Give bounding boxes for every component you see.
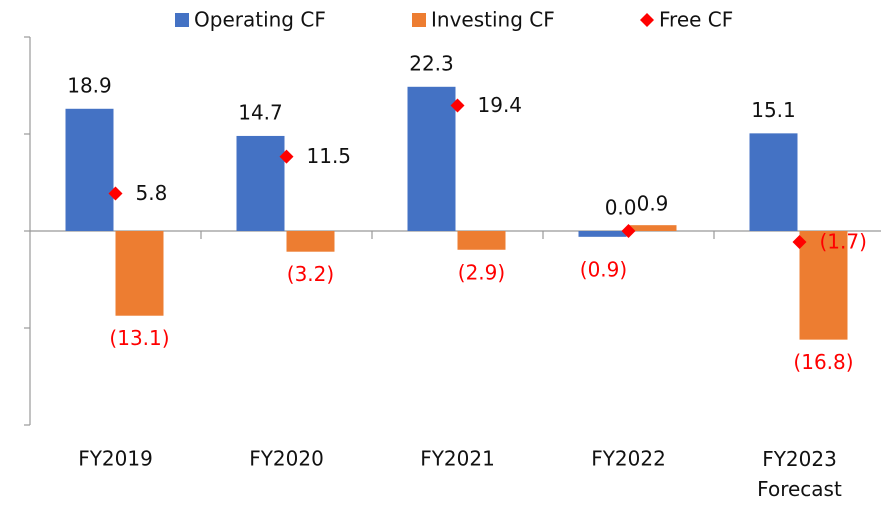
bar [115,231,164,316]
data-label: (1.7) [820,229,867,253]
data-label: 22.3 [409,51,454,75]
bar [749,133,798,231]
data-label: 5.8 [136,181,168,205]
bar [65,108,114,231]
bar [236,135,285,231]
marker [279,149,294,164]
bar [628,225,677,231]
legend-marker [640,13,654,27]
bar [286,231,335,252]
legend-swatch [175,13,189,27]
bar [457,231,506,250]
bar [578,231,627,237]
marker [621,224,636,238]
data-label: 19.4 [478,93,523,117]
data-label: (3.2) [287,262,334,286]
x-tick-label: FY2019 [78,447,153,471]
legend-label: Investing CF [431,8,555,32]
data-label: 0.0 [605,196,637,220]
x-tick-label: FY2021 [420,447,495,471]
data-label: (2.9) [458,260,505,284]
marker [450,98,465,113]
x-tick-label: FY2022 [591,447,666,471]
data-label: 11.5 [307,144,352,168]
marker [108,186,123,201]
legend-label: Operating CF [194,8,326,32]
data-label: (16.8) [793,350,853,374]
data-label: 18.9 [67,73,112,97]
x-tick-label: FY2020 [249,447,324,471]
legend-swatch [412,13,426,27]
data-label: 0.9 [637,192,669,216]
legend-label: Free CF [659,8,733,32]
marker [792,234,807,249]
data-label: (0.9) [580,258,627,282]
bar [799,231,848,340]
bar [407,86,456,231]
data-label: (13.1) [109,326,169,350]
data-label: 14.7 [238,100,283,124]
data-label: 15.1 [751,98,796,122]
x-tick-label: FY2023 Forecast [757,447,842,501]
